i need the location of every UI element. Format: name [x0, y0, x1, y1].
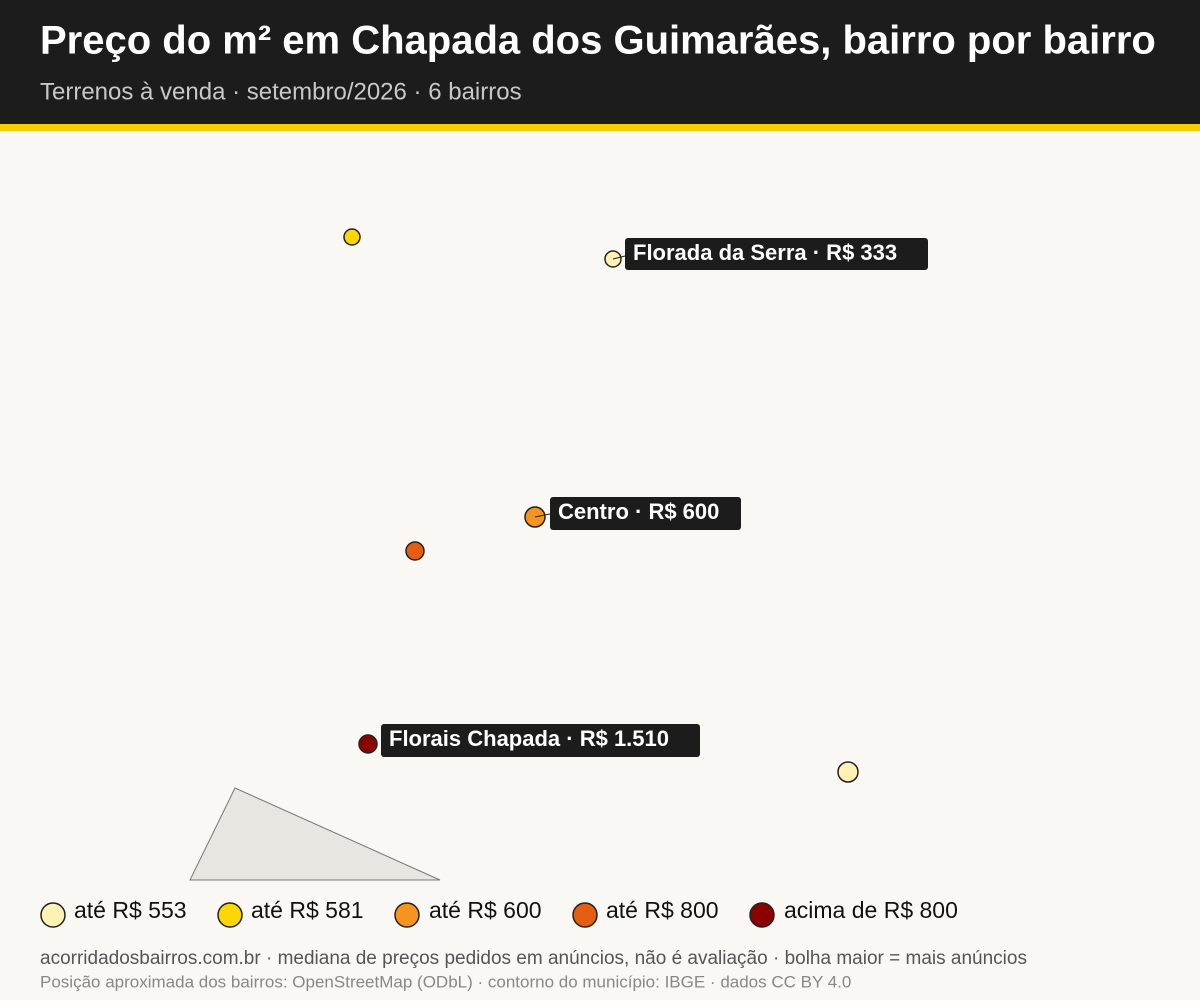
- legend-label: até R$ 581: [251, 897, 364, 923]
- header: [0, 0, 1200, 124]
- legend-swatch: [217, 902, 243, 928]
- title: Preço do m² em Chapada dos Guimarães, ba…: [40, 19, 1156, 63]
- header-rule: [0, 124, 1200, 131]
- legend-swatch: [749, 902, 775, 928]
- subtitle: Terrenos à venda · setembro/2026 · 6 bai…: [40, 78, 522, 105]
- municipality-outline: [189, 787, 441, 881]
- label-box: [625, 238, 928, 270]
- footer-note: acorridadosbairros.com.br · mediana de p…: [40, 948, 1027, 969]
- legend-swatch: [572, 902, 598, 928]
- legend-label: até R$ 800: [606, 897, 719, 923]
- point-label: Florais Chapada · R$ 1.510: [389, 726, 669, 751]
- legend-label: até R$ 553: [74, 897, 187, 923]
- neighborhood-point: [358, 734, 378, 754]
- point-label: Florada da Serra · R$ 333: [633, 240, 897, 265]
- legend-swatch: [40, 902, 66, 928]
- label-box: [550, 497, 741, 530]
- neighborhood-point: [837, 761, 859, 783]
- legend-label: acima de R$ 800: [784, 897, 958, 923]
- legend-label: até R$ 600: [429, 897, 542, 923]
- footer-credits: Posição aproximada dos bairros: OpenStre…: [40, 972, 851, 991]
- label-leader: [534, 513, 551, 518]
- neighborhood-point: [405, 541, 425, 561]
- label-box: [381, 724, 700, 757]
- point-label: Centro · R$ 600: [558, 499, 719, 524]
- legend-swatch: [394, 902, 420, 928]
- label-leader: [612, 255, 626, 260]
- neighborhood-point: [343, 228, 361, 246]
